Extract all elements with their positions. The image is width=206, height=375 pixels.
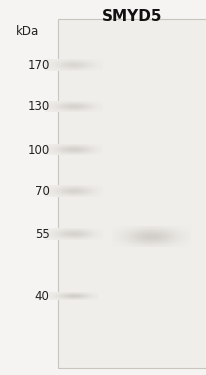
- Text: SMYD5: SMYD5: [102, 9, 162, 24]
- Text: 100: 100: [27, 144, 49, 156]
- Text: kDa: kDa: [16, 26, 39, 38]
- Text: 55: 55: [35, 228, 49, 241]
- Text: 170: 170: [27, 59, 49, 72]
- Text: 40: 40: [35, 290, 49, 303]
- Text: 70: 70: [35, 185, 49, 198]
- Text: 130: 130: [27, 100, 49, 113]
- FancyBboxPatch shape: [58, 19, 206, 368]
